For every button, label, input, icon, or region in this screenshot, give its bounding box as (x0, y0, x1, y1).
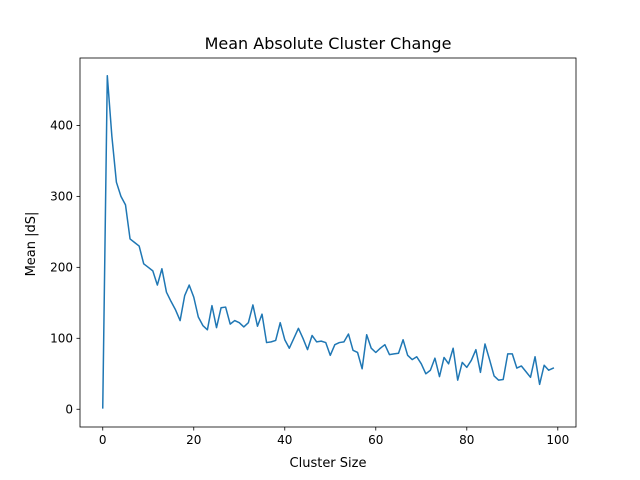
y-tick-label-400: 400 (50, 119, 73, 133)
y-axis-label: Mean |dS| (24, 212, 39, 277)
series-line-0 (101, 74, 555, 409)
x-tick-label-100: 100 (546, 433, 569, 447)
chart-title: Mean Absolute Cluster Change (205, 34, 452, 53)
y-tick-label-0: 0 (65, 403, 73, 417)
y-tick-label-100: 100 (50, 332, 73, 346)
x-axis-label: Cluster Size (290, 456, 367, 471)
y-tick-label-300: 300 (50, 190, 73, 204)
x-tick-label-20: 20 (186, 433, 201, 447)
axes-frame (79, 57, 577, 428)
x-tick-label-60: 60 (368, 433, 383, 447)
x-tick-label-80: 80 (459, 433, 474, 447)
x-tick-label-0: 0 (99, 433, 107, 447)
plot-area: 0 20 40 60 80 100 0 100 200 300 400 (50, 57, 577, 447)
y-tick-label-200: 200 (50, 261, 73, 275)
x-tick-label-40: 40 (277, 433, 292, 447)
